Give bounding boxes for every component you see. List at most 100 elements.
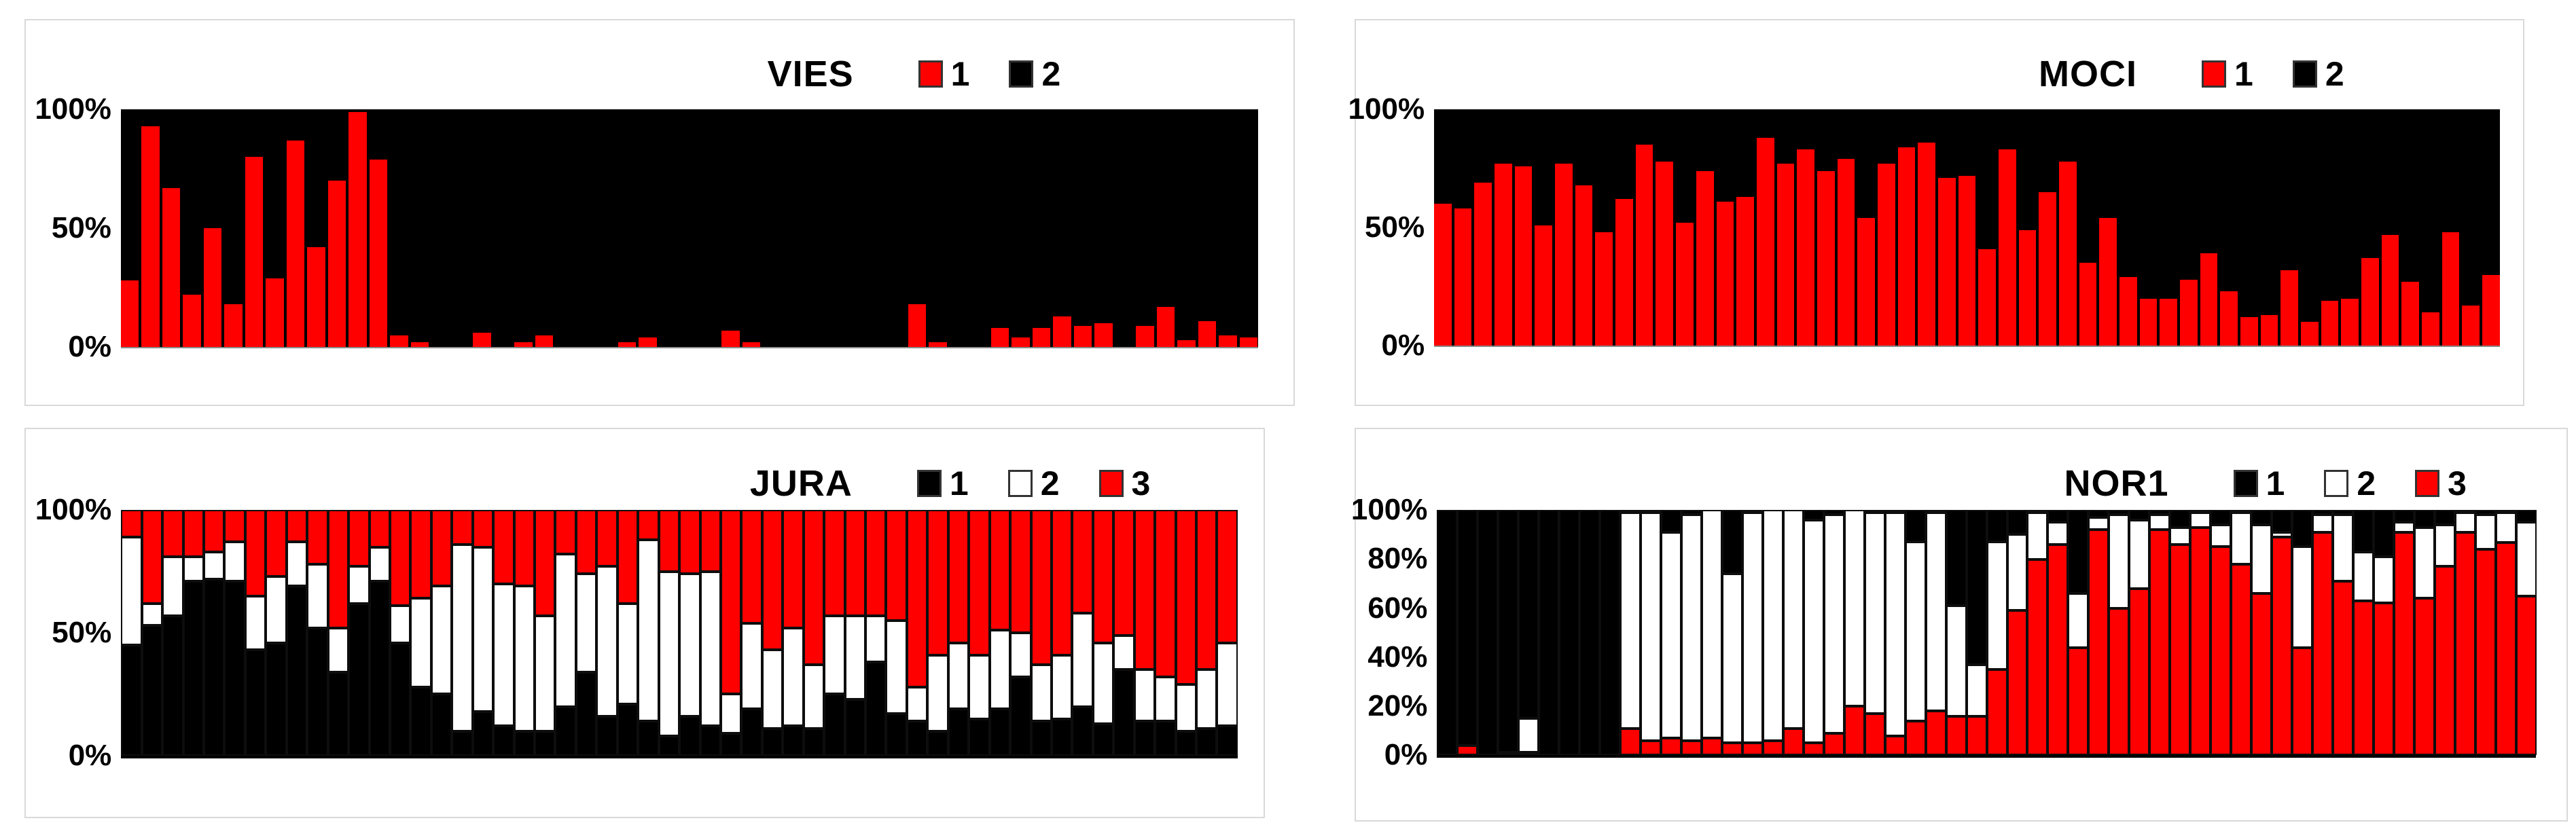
bar-segment-3	[969, 510, 990, 655]
bar-segment-1	[803, 729, 825, 756]
bar	[1575, 185, 1593, 346]
bar-segment-1	[369, 581, 390, 756]
bar	[1518, 510, 1539, 756]
bar	[1844, 510, 1865, 756]
bar-segment-3	[1498, 752, 1519, 756]
bar-segment-2	[1783, 510, 1804, 729]
bar	[1676, 223, 1694, 346]
bar-segment-2	[2088, 517, 2109, 530]
bar-segment-2	[1946, 606, 1967, 716]
bar	[2058, 161, 2077, 346]
bar-segment-3	[266, 510, 287, 576]
legend-label: 1	[949, 464, 969, 502]
bar-segment-3	[596, 510, 618, 567]
bar-segment-1	[1478, 510, 1499, 756]
bar-segment-2	[1884, 513, 1906, 736]
bar	[1925, 510, 1946, 756]
bar	[2179, 279, 2198, 346]
bar-segment-3	[783, 510, 804, 628]
bar	[989, 510, 1011, 756]
bar	[1742, 510, 1763, 756]
bar-segment-3	[286, 510, 308, 543]
bar-segment-2	[183, 557, 204, 582]
bar	[1946, 510, 1967, 756]
bar-segment-2	[1641, 513, 1662, 741]
bar-segment-3	[1905, 720, 1926, 756]
bar	[472, 510, 494, 756]
bar	[742, 342, 761, 348]
bar-segment-3	[204, 510, 225, 552]
bar-segment-2	[2393, 522, 2414, 532]
bar	[2422, 312, 2439, 346]
bars	[1437, 510, 2537, 756]
bar	[1918, 143, 1935, 346]
bar	[2516, 510, 2537, 756]
bar	[2495, 510, 2516, 756]
legend-label: 2	[1041, 55, 1061, 94]
bar-segment-3	[906, 510, 928, 687]
bar-segment-1	[1721, 510, 1742, 574]
bar	[2434, 510, 2455, 756]
bar-segment-1	[162, 615, 183, 756]
bar-segment-1	[2211, 510, 2232, 525]
bar	[2482, 274, 2500, 346]
bar-segment-1	[1864, 510, 1885, 513]
bar-segment-3	[679, 510, 700, 574]
bar-segment-2	[679, 574, 700, 716]
legend-swatch-icon	[2324, 469, 2349, 497]
chart-title: VIES	[767, 54, 854, 95]
bar-segment-2	[2027, 513, 2048, 559]
bar	[2170, 510, 2191, 756]
bar-segment-3	[224, 510, 245, 543]
bar	[1156, 306, 1175, 348]
bar	[266, 510, 287, 756]
bar	[639, 337, 657, 348]
bar	[1966, 510, 1987, 756]
legend-swatch-icon	[2233, 469, 2258, 497]
bar	[2272, 510, 2293, 756]
legend-swatch-icon	[2292, 60, 2317, 88]
bar-segment-1	[1559, 510, 1580, 756]
bar-segment-3	[1051, 510, 1073, 655]
bar	[141, 126, 160, 348]
bar-segment-1	[906, 721, 928, 756]
legend-swatch-icon	[1009, 60, 1034, 88]
bar-segment-3	[1092, 510, 1114, 643]
bar-segment-2	[1031, 665, 1052, 722]
bar	[162, 187, 181, 348]
bar	[1756, 138, 1774, 346]
legend-item-1: 1	[2202, 54, 2253, 94]
legend-item-1: 1	[2233, 464, 2285, 503]
bar-segment-2	[121, 537, 142, 646]
bar	[1776, 164, 1795, 346]
bar-segment-2	[906, 686, 928, 722]
bar	[1437, 510, 1458, 756]
bar-segment-2	[2007, 534, 2028, 611]
bar-segment-1	[493, 726, 514, 756]
bar	[410, 510, 431, 756]
bar-segment-2	[2272, 532, 2293, 537]
bar-segment-1	[720, 733, 742, 756]
plot-area: 100% 50% 0%	[35, 493, 1238, 772]
bar	[2361, 258, 2379, 346]
bar-segment-2	[1010, 633, 1031, 678]
bar-segment-1	[2414, 510, 2435, 528]
bar-segment-3	[1742, 743, 1763, 756]
bar	[1539, 510, 1560, 756]
legend-item-3: 3	[2415, 464, 2467, 503]
bar-segment-1	[1884, 510, 1906, 513]
bar	[929, 342, 947, 348]
bar-segment-1	[989, 709, 1011, 756]
bar	[990, 328, 1009, 348]
bar-segment-2	[2170, 527, 2191, 545]
bar	[1736, 197, 1754, 346]
bar	[575, 510, 597, 756]
bar	[2381, 234, 2399, 346]
bar-segment-2	[1620, 513, 1641, 729]
bar-segment-1	[555, 706, 576, 756]
bar	[1864, 510, 1885, 756]
bar-segment-3	[1113, 510, 1134, 636]
bar-segment-3	[2129, 588, 2150, 756]
bar	[2240, 317, 2258, 346]
